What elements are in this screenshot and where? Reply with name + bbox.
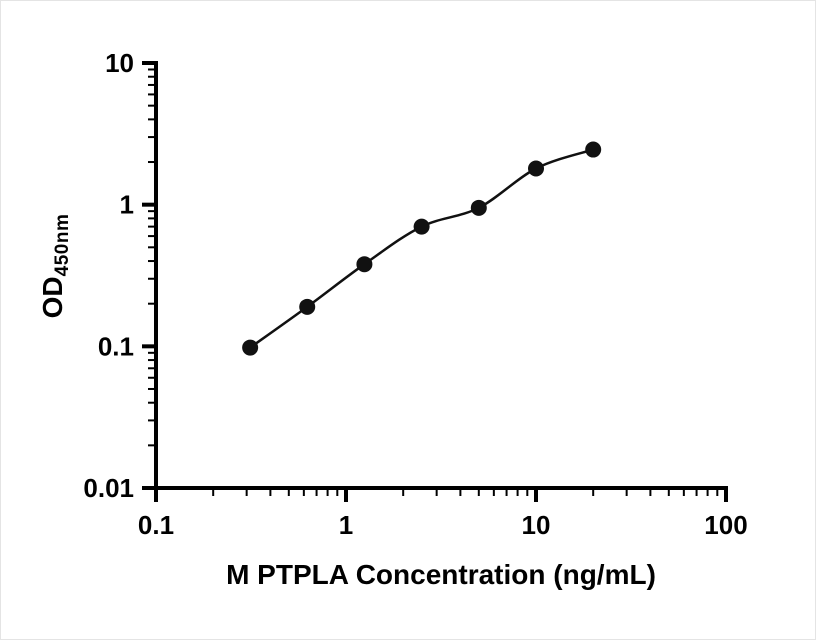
y-tick-label: 1: [120, 190, 134, 220]
axis-frame: [154, 61, 728, 490]
x-tick-label: 10: [522, 510, 551, 540]
data-point: [242, 339, 259, 356]
data-point: [299, 298, 316, 315]
x-tick-label: 100: [704, 510, 747, 540]
fit-curve: [249, 148, 594, 349]
y-tick-label: 10: [105, 48, 134, 78]
data-point: [413, 218, 430, 235]
data-point: [585, 141, 602, 158]
data-point: [470, 199, 487, 216]
x-axis-title: M PTPLA Concentration (ng/mL): [226, 559, 656, 590]
x-tick-label: 0.1: [138, 510, 174, 540]
y-axis-title-main: OD: [37, 276, 68, 319]
y-tick-label: 0.01: [83, 473, 134, 503]
y-tick-label: 0.1: [98, 331, 134, 361]
x-tick-label: 1: [339, 510, 353, 540]
y-axis-title-subscript: 450nm: [52, 213, 73, 277]
data-point: [528, 160, 544, 177]
y-axis-title: OD450nm: [31, 146, 75, 386]
data-point: [356, 256, 373, 273]
